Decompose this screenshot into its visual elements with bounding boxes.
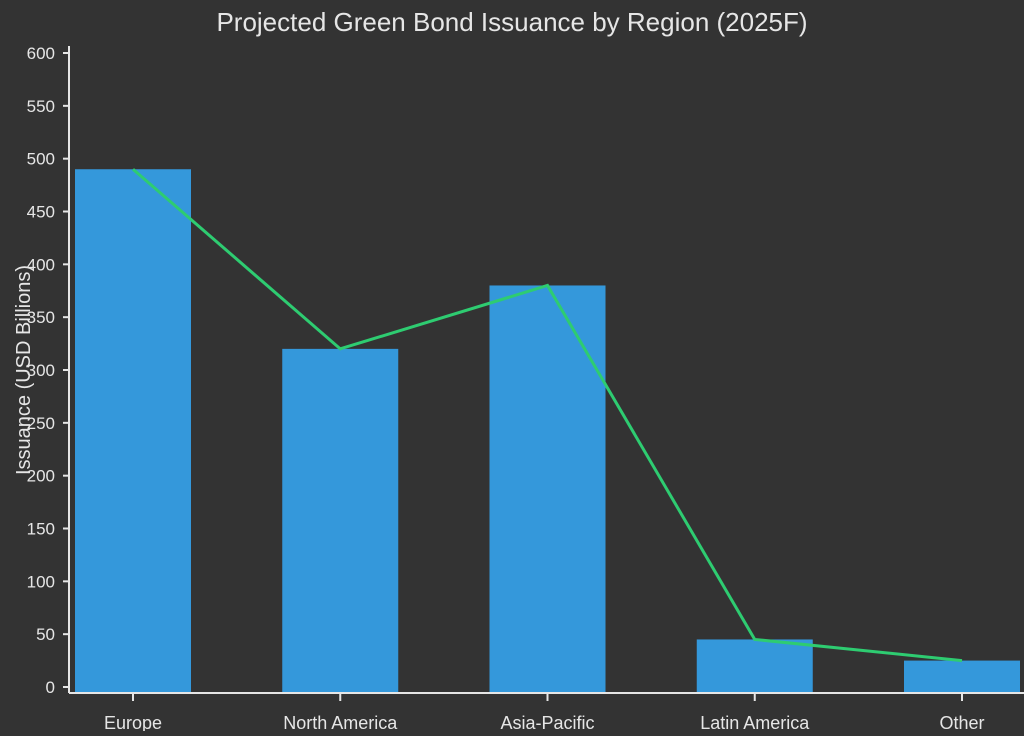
x-tick-label: Asia-Pacific — [500, 713, 594, 731]
y-axis-label: Issuance (USD Billions) — [13, 265, 35, 475]
x-tick-label: Other — [939, 713, 984, 731]
bar-other — [904, 660, 1020, 693]
y-tick-label: 100 — [27, 572, 55, 591]
bar-asia-pacific — [489, 285, 606, 693]
y-tick-label: 250 — [27, 414, 55, 433]
y-tick-label: 350 — [27, 308, 55, 327]
bar-latin-america — [696, 639, 813, 693]
y-tick-label: 0 — [46, 678, 55, 697]
y-tick-label: 550 — [27, 97, 55, 116]
y-tick-label: 150 — [27, 520, 55, 539]
y-tick-label: 600 — [27, 44, 55, 63]
x-tick-label: Latin America — [700, 713, 810, 731]
y-axis: 0 50 100 150 200 250 300 350 400 450 500 550 600 — [27, 44, 70, 697]
y-tick-label: 200 — [27, 467, 55, 486]
y-tick-label: 500 — [27, 150, 55, 169]
x-tick-label: North America — [283, 713, 398, 731]
y-tick-label: 300 — [27, 361, 55, 380]
bar-north-america — [282, 348, 399, 693]
x-tick-label: Europe — [104, 713, 162, 731]
y-tick-label: 400 — [27, 255, 55, 274]
y-tick-label: 450 — [27, 203, 55, 222]
bar-europe — [75, 169, 191, 693]
trend-line — [132, 168, 963, 663]
x-axis: Europe North America Asia-Pacific Latin Ame… — [69, 692, 1024, 733]
chart-title: Projected Green Bond Issuance by Region … — [216, 7, 807, 37]
y-tick-label: 50 — [36, 625, 55, 644]
